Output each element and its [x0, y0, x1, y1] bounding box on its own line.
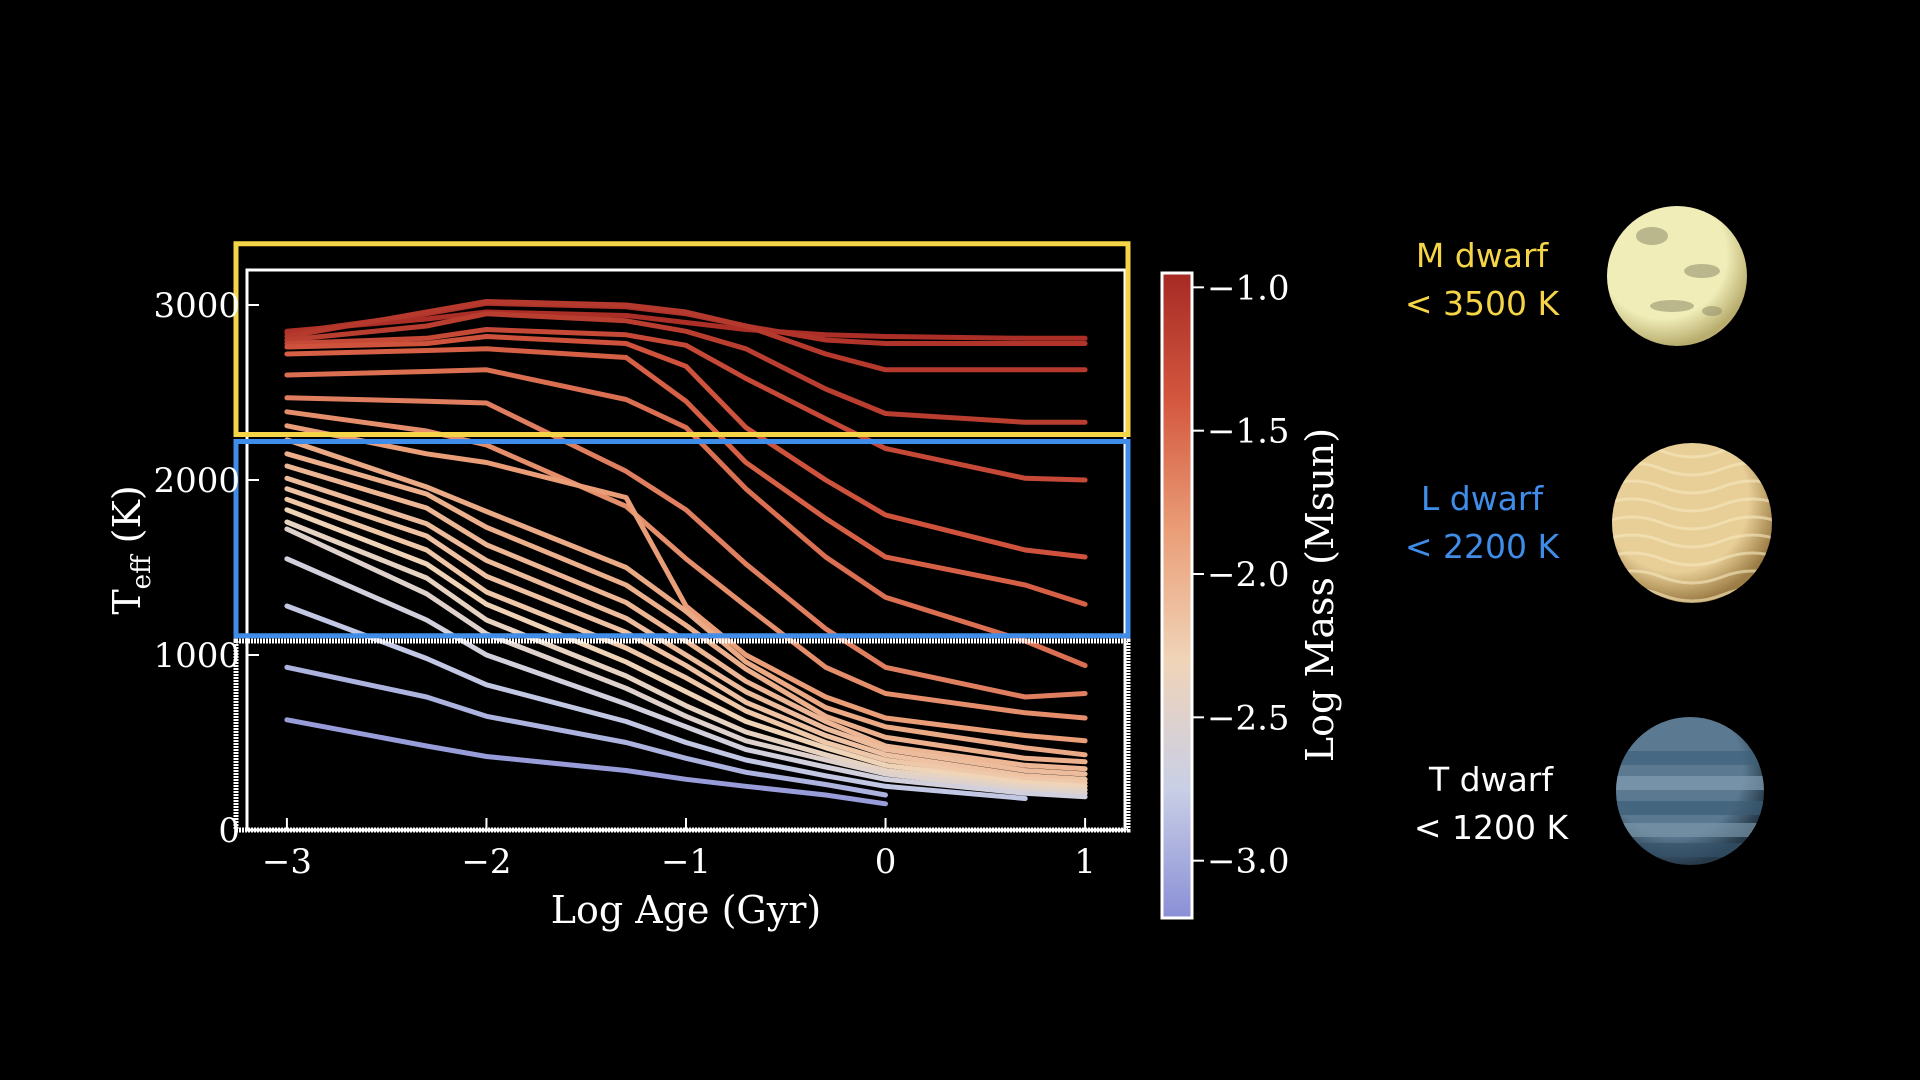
x-tick-label: −3 [262, 842, 312, 882]
y-tick-label: 0 [218, 811, 240, 851]
region-layer [233, 241, 1131, 833]
series-line [284, 717, 888, 807]
series-line [284, 526, 1088, 796]
t-dwarf-planet [1616, 717, 1764, 865]
series-line [284, 475, 1088, 777]
m-dwarf-planet [1607, 206, 1747, 346]
series-line [284, 486, 1088, 782]
series-line [284, 299, 1088, 373]
l-dwarf-planet [1612, 443, 1772, 603]
y-axis-label: Teff (K) [105, 485, 157, 614]
x-axis-label: Log Age (Gyr) [551, 888, 822, 932]
y-axis: 0 1000 2000 3000 [153, 286, 259, 851]
m-dwarf-label: M dwarf < 3500 K [1404, 236, 1560, 323]
series-layer [284, 299, 1088, 807]
series-line [284, 311, 1088, 425]
series-line [284, 309, 1088, 341]
x-tick-label: 1 [1074, 842, 1096, 882]
colorbar-gradient [1160, 271, 1194, 920]
colorbar-label: Log Mass (Msun) [1298, 428, 1342, 762]
series-line [284, 346, 1088, 607]
colorbar: −1.0 −1.5 −2.0 −2.5 −3.0 Log Mass (Msun) [1160, 268, 1342, 920]
series-line [284, 603, 1028, 801]
series-line [284, 334, 1088, 560]
x-tick-label: 0 [875, 842, 897, 882]
l-dwarf-label: L dwarf < 2200 K [1404, 479, 1560, 566]
series-line [284, 423, 1088, 744]
series-line [284, 519, 1088, 793]
y-tick-label: 1000 [153, 636, 240, 676]
series-line [284, 463, 1088, 772]
x-tick-label: −2 [461, 842, 511, 882]
y-tick-label: 2000 [153, 461, 240, 501]
colorbar-tick-label: −3.0 [1207, 842, 1290, 882]
colorbar-tick-label: −2.0 [1207, 555, 1290, 595]
colorbar-tick-label: −2.5 [1207, 698, 1290, 738]
region-box-l [233, 439, 1131, 639]
x-axis: −3 −2 −1 0 1 [262, 818, 1096, 882]
series-line [284, 664, 888, 798]
series-line [284, 451, 1088, 765]
series-line [284, 367, 1088, 668]
colorbar-tick-label: −1.0 [1207, 268, 1290, 308]
x-tick-label: −1 [661, 842, 711, 882]
colorbar-ticks: −1.0 −1.5 −2.0 −2.5 −3.0 [1192, 268, 1290, 882]
region-box-t [233, 638, 1131, 833]
t-dwarf-label: T dwarf < 1200 K [1413, 760, 1569, 847]
colorbar-tick-label: −1.5 [1207, 412, 1290, 452]
series-line [284, 409, 1088, 721]
series-line [284, 507, 1088, 789]
plot-area: −3 −2 −1 0 1 0 1000 2000 3000 [153, 241, 1131, 882]
series-line [284, 496, 1088, 786]
series-line [284, 327, 1088, 483]
y-axis-label-subscript: eff [127, 553, 157, 589]
series-line [284, 395, 1088, 700]
planet-illustrations [1607, 206, 1772, 865]
y-tick-label: 3000 [153, 286, 240, 326]
region-box-m [233, 241, 1131, 437]
